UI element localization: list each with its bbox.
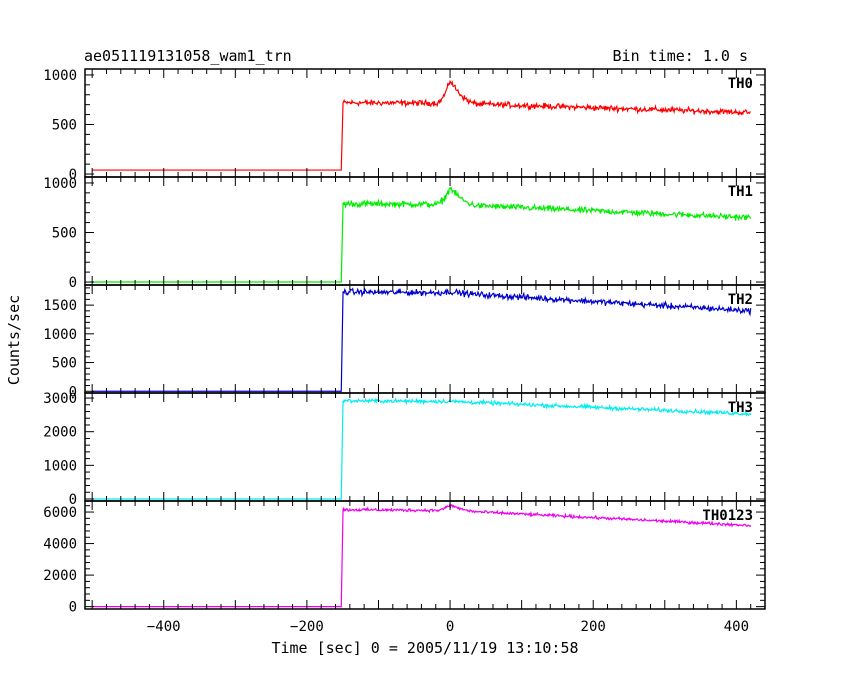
series-line-th3 [92,397,752,500]
panel-name-label: TH0 [728,76,753,92]
panel-frame [84,392,766,502]
x-tick-labels: −400 −200 0 200 400 [147,619,749,635]
series-line-th0123 [92,501,752,608]
y-tick-label: 500 [52,225,77,241]
bin-time-label: Bin time: 1.0 s [613,47,748,65]
y-tick-label: 1000 [43,68,77,84]
panel-th2: 0 500 1000 1500 TH2 [43,284,766,400]
plot-title: ae051119131058_wam1_trn [84,47,292,65]
x-tick-label: 400 [724,619,749,635]
panel-th0: 0 500 1000 TH0 [43,68,766,183]
panel-frame [84,500,766,610]
y-tick-label: 1500 [43,298,77,314]
panel-th0123: 0 2000 4000 6000 TH0123 [43,500,766,616]
y-tick-label: 0 [69,492,77,508]
series-line-th2 [92,287,752,392]
y-axis-label: Counts/sec [5,295,23,385]
panel-th1: 0 500 1000 TH1 [43,176,766,291]
y-tick-label: 500 [52,356,77,372]
panel-frame [84,284,766,394]
y-tick-label: 2000 [43,425,77,441]
y-tick-label: 0 [69,600,77,616]
y-tick-label: 0 [69,167,77,183]
y-tick-label: 0 [69,275,77,291]
y-tick-label: 1000 [43,176,77,192]
panel-name-label: TH0123 [702,508,753,524]
y-tick-label: 2000 [43,568,77,584]
y-tick-label: 1000 [43,327,77,343]
y-tick-label: 0 [69,384,77,400]
x-tick-label: −200 [290,619,324,635]
series-line-th0 [92,79,751,171]
x-axis-label: Time [sec] 0 = 2005/11/19 13:10:58 [271,639,578,657]
y-tick-label: 6000 [43,505,77,521]
panel-frame [84,176,766,286]
panel-name-label: TH3 [728,400,753,416]
y-tick-label: 4000 [43,537,77,553]
x-tick-label: 0 [446,619,454,635]
x-tick-label: −400 [147,619,181,635]
panel-th3: 0 1000 2000 3000 TH3 [43,391,766,508]
y-tick-label: 500 [52,117,77,133]
y-tick-label: 1000 [43,458,77,474]
panel-name-label: TH2 [728,292,753,308]
series-line-th1 [92,186,752,283]
panel-frame [84,68,766,178]
x-tick-label: 200 [581,619,606,635]
panel-name-label: TH1 [728,184,753,200]
y-tick-label: 3000 [43,391,77,407]
